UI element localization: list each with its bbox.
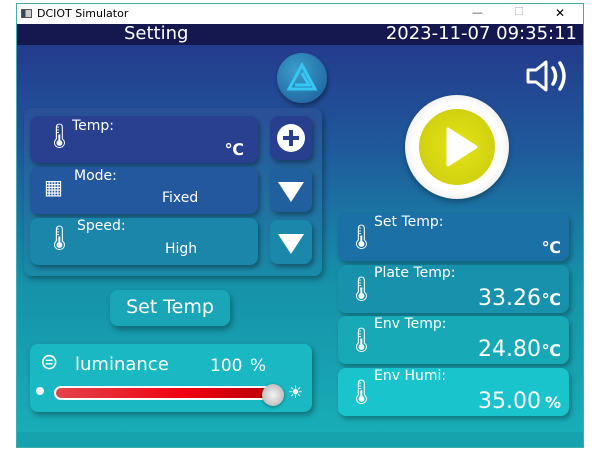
play-icon (446, 127, 478, 167)
mode-dropdown-button[interactable] (270, 168, 312, 212)
env-humi-unit: % (544, 393, 561, 412)
title-bar: DCIOT Simulator — ☐ ✕ (17, 4, 583, 24)
plate-temp-value: 33.26 (478, 286, 541, 311)
play-button[interactable] (405, 95, 509, 199)
env-temp-unit: ℃ (541, 341, 561, 360)
bottom-strip (17, 432, 583, 447)
env-temp-card: 🌡︎ Env Temp: 24.80 ℃ (338, 316, 569, 364)
env-humi-label: Env Humi: (374, 368, 447, 384)
thermometer-humidity-icon: 🌡︎ (346, 378, 377, 406)
plus-circle-icon (277, 124, 305, 152)
luminance-label: luminance (75, 354, 169, 375)
speed-dropdown-button[interactable] (270, 220, 312, 264)
speed-row[interactable]: 🌡︎ Speed: High (30, 218, 258, 265)
temp-increase-button[interactable] (270, 116, 312, 160)
minimize-button[interactable]: — (472, 6, 483, 19)
sun-large-icon: ☀ (288, 383, 304, 403)
luminance-value: 100 (210, 356, 243, 376)
set-temp-label: Set Temp: (374, 214, 444, 230)
temp-label: Temp: (72, 118, 115, 134)
luminance-panel: ⊜ luminance 100 % ☀ (30, 344, 312, 412)
env-temp-label: Env Temp: (374, 316, 447, 332)
mode-label: Mode: (74, 168, 117, 184)
temp-row[interactable]: 🌡︎ Temp: ℃ (30, 116, 258, 163)
maximize-button[interactable]: ☐ (514, 5, 524, 18)
header-bar: Setting 2023-11-07 09:35:11 (17, 23, 583, 45)
sun-small-icon (36, 387, 44, 395)
temp-unit: ℃ (224, 140, 244, 159)
luminance-unit: % (250, 356, 267, 376)
logo-icon (286, 61, 318, 91)
app-icon (21, 9, 32, 18)
thermometer-speed-icon: 🌡︎ (44, 224, 75, 252)
logo-button[interactable] (277, 53, 327, 103)
window-title: DCIOT Simulator (37, 7, 129, 20)
speed-value: High (165, 241, 198, 257)
thermometer-icon: 🌡︎ (44, 122, 75, 150)
plate-temp-label: Plate Temp: (374, 265, 456, 281)
speaker-icon[interactable] (524, 58, 574, 94)
close-button[interactable]: ✕ (555, 6, 566, 20)
datetime: 2023-11-07 09:35:11 (385, 23, 577, 44)
brightness-icon: ⊜ (40, 350, 59, 375)
set-temp-card: 🌡︎ Set Temp: ℃ (338, 213, 569, 261)
env-humi-card: 🌡︎ Env Humi: 35.00 % (338, 368, 569, 416)
speed-label: Speed: (77, 218, 126, 234)
plate-temp-card: 🌡︎ Plate Temp: 33.26 ℃ (338, 265, 569, 313)
luminance-slider-fill (56, 388, 272, 398)
set-temp-unit: ℃ (541, 238, 561, 257)
luminance-slider[interactable] (54, 386, 274, 400)
env-humi-value: 35.00 (478, 389, 541, 414)
triangle-down-icon (278, 182, 304, 202)
page-title: Setting (124, 23, 189, 44)
mode-grid-icon: ▦ (44, 175, 63, 199)
luminance-slider-thumb[interactable] (262, 384, 284, 406)
plate-temp-unit: ℃ (541, 290, 561, 309)
mode-row[interactable]: ▦ Mode: Fixed (30, 167, 258, 214)
triangle-down-icon (278, 234, 304, 254)
thermometer-icon: 🌡︎ (346, 275, 377, 303)
env-temp-value: 24.80 (478, 337, 541, 362)
set-temp-button[interactable]: Set Temp (110, 290, 230, 326)
thermometer-env-icon: 🌡︎ (346, 326, 377, 354)
mode-value: Fixed (162, 190, 199, 206)
thermometer-gear-icon: 🌡︎ (346, 223, 377, 251)
